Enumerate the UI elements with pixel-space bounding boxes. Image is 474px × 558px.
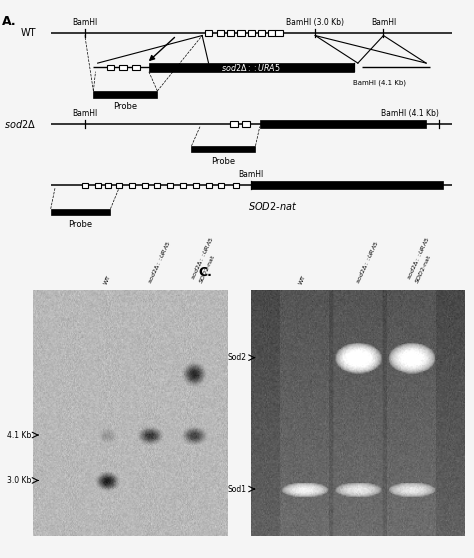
Text: $sod2\Delta::URA5$: $sod2\Delta::URA5$ (354, 239, 381, 285)
Bar (119, 65, 127, 70)
Bar (230, 121, 238, 127)
Text: Sod1: Sod1 (228, 484, 247, 493)
Text: $sod2\Delta::URA5$: $sod2\Delta::URA5$ (221, 62, 281, 73)
Text: BamHI: BamHI (72, 109, 98, 118)
Text: $sod2\Delta::URA5$
$SOD2$-nat: $sod2\Delta::URA5$ $SOD2$-nat (189, 235, 224, 285)
Text: BamHI (3.0 Kb): BamHI (3.0 Kb) (286, 18, 344, 27)
Bar (227, 30, 234, 36)
Text: $sod2\Delta::URA5$: $sod2\Delta::URA5$ (146, 239, 173, 285)
Text: BamHI (4.1 Kb): BamHI (4.1 Kb) (353, 79, 406, 86)
Bar (268, 30, 275, 36)
Bar (242, 121, 250, 127)
Text: 3.0 Kb: 3.0 Kb (7, 476, 31, 485)
Bar (107, 65, 114, 70)
Bar (93, 91, 157, 98)
Text: WT: WT (298, 274, 307, 285)
Bar (219, 182, 224, 188)
Text: Probe: Probe (113, 102, 137, 110)
Text: WT: WT (103, 274, 112, 285)
Text: Probe: Probe (69, 219, 92, 229)
Bar (205, 30, 212, 36)
Bar (247, 30, 255, 36)
Bar (155, 182, 160, 188)
Bar (132, 65, 140, 70)
Bar (167, 182, 173, 188)
Bar (105, 182, 111, 188)
Bar (191, 146, 255, 152)
Bar (237, 30, 245, 36)
Bar (142, 182, 147, 188)
Text: 4.1 Kb: 4.1 Kb (7, 431, 31, 440)
Bar (82, 182, 88, 188)
Text: A.: A. (2, 15, 16, 28)
Text: C.: C. (198, 266, 212, 278)
Text: BamHI: BamHI (72, 18, 98, 27)
Text: Sod2: Sod2 (228, 353, 247, 362)
Text: Probe: Probe (211, 157, 236, 166)
Text: BamHI: BamHI (238, 170, 264, 179)
Text: $sod2\Delta$: $sod2\Delta$ (4, 118, 36, 129)
Bar (233, 182, 239, 188)
Bar (206, 182, 211, 188)
Text: WT: WT (20, 27, 36, 37)
Text: BamHI: BamHI (371, 18, 396, 27)
Bar (260, 119, 426, 128)
Bar (116, 182, 122, 188)
Text: $sod2\Delta::URA5$
$SOD2$-nat: $sod2\Delta::URA5$ $SOD2$-nat (405, 235, 440, 285)
Text: BamHI (4.1 Kb): BamHI (4.1 Kb) (381, 109, 439, 118)
Bar (95, 182, 100, 188)
Bar (149, 63, 354, 71)
Bar (217, 30, 224, 36)
Bar (251, 181, 443, 189)
Bar (180, 182, 186, 188)
Text: $SOD2$-nat: $SOD2$-nat (248, 200, 297, 212)
Bar (129, 182, 135, 188)
Bar (51, 209, 110, 215)
Bar (193, 182, 199, 188)
Bar (275, 30, 283, 36)
Bar (258, 30, 265, 36)
